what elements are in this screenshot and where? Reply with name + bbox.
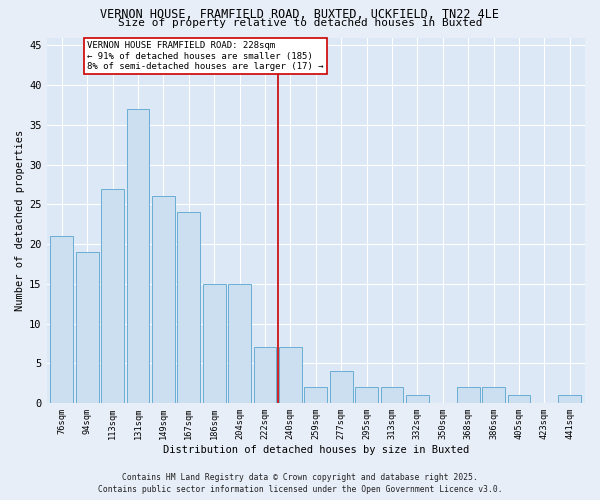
Bar: [101, 188, 124, 403]
Bar: [203, 284, 226, 403]
X-axis label: Distribution of detached houses by size in Buxted: Distribution of detached houses by size …: [163, 445, 469, 455]
Bar: [406, 395, 429, 403]
Bar: [508, 395, 530, 403]
Bar: [304, 387, 327, 403]
Text: VERNON HOUSE FRAMFIELD ROAD: 228sqm
← 91% of detached houses are smaller (185)
8: VERNON HOUSE FRAMFIELD ROAD: 228sqm ← 91…: [87, 42, 323, 72]
Bar: [127, 109, 149, 403]
Bar: [559, 395, 581, 403]
Text: VERNON HOUSE, FRAMFIELD ROAD, BUXTED, UCKFIELD, TN22 4LE: VERNON HOUSE, FRAMFIELD ROAD, BUXTED, UC…: [101, 8, 499, 20]
Text: Size of property relative to detached houses in Buxted: Size of property relative to detached ho…: [118, 18, 482, 28]
Bar: [457, 387, 479, 403]
Bar: [152, 196, 175, 403]
Bar: [482, 387, 505, 403]
Y-axis label: Number of detached properties: Number of detached properties: [15, 130, 25, 311]
Bar: [279, 348, 302, 403]
Bar: [50, 236, 73, 403]
Bar: [76, 252, 98, 403]
Bar: [355, 387, 378, 403]
Bar: [330, 372, 353, 403]
Bar: [254, 348, 277, 403]
Bar: [380, 387, 403, 403]
Text: Contains HM Land Registry data © Crown copyright and database right 2025.
Contai: Contains HM Land Registry data © Crown c…: [98, 472, 502, 494]
Bar: [228, 284, 251, 403]
Bar: [178, 212, 200, 403]
